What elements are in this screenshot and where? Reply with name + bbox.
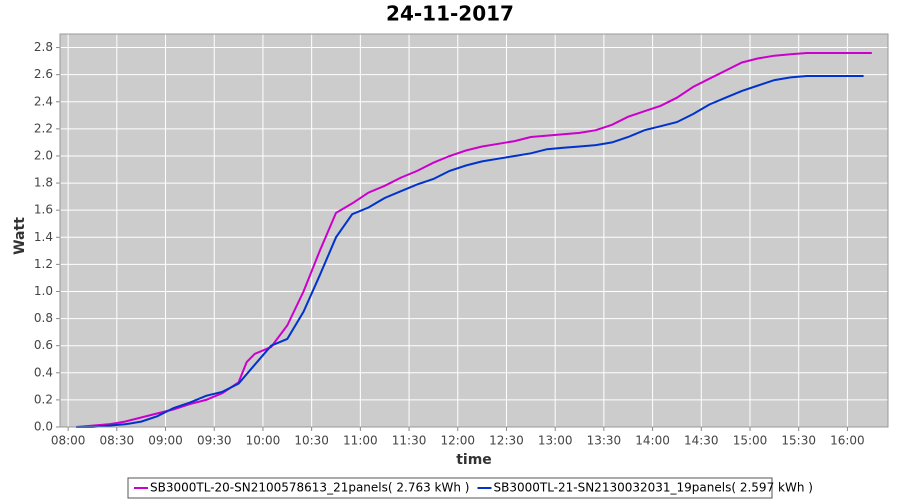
y-tick-label: 2.2 xyxy=(34,121,53,135)
series-line xyxy=(76,52,872,428)
x-axis-label: time xyxy=(456,452,492,468)
x-tick-label: 08:00 xyxy=(51,434,86,448)
x-tick-label: 13:00 xyxy=(538,434,573,448)
y-tick-label: 0.4 xyxy=(34,365,53,379)
y-tick-label: 0.0 xyxy=(34,420,53,434)
x-tick-label: 12:30 xyxy=(489,434,524,448)
x-tick-label: 09:30 xyxy=(197,434,232,448)
y-tick-label: 1.8 xyxy=(34,176,53,190)
plot-area xyxy=(59,33,889,428)
x-tick-label: 09:00 xyxy=(148,434,183,448)
x-tick-label: 10:30 xyxy=(294,434,329,448)
plot-border xyxy=(59,33,889,428)
x-tick-label: 14:00 xyxy=(635,434,670,448)
y-axis-label: Watt xyxy=(12,217,28,255)
legend xyxy=(127,477,773,499)
y-tick-label: 1.6 xyxy=(34,203,53,217)
y-tick-label: 1.0 xyxy=(34,284,53,298)
y-tick-label: 0.8 xyxy=(34,311,53,325)
y-tick-label: 2.6 xyxy=(34,67,53,81)
x-tick-label: 13:30 xyxy=(587,434,622,448)
y-tick-label: 2.8 xyxy=(34,40,53,54)
x-tick-label: 16:00 xyxy=(830,434,865,448)
legend-label: SB3000TL-21-SN2130032031_19panels( 2.597… xyxy=(493,481,812,495)
x-tick-label: 12:00 xyxy=(440,434,475,448)
x-tick-label: 15:00 xyxy=(733,434,768,448)
y-tick-label: 2.0 xyxy=(34,148,53,162)
y-tick-label: 1.4 xyxy=(34,230,53,244)
x-tick-label: 14:30 xyxy=(684,434,719,448)
y-tick-label: 0.2 xyxy=(34,392,53,406)
y-tick-label: 1.2 xyxy=(34,257,53,271)
y-tick-label: 2.4 xyxy=(34,94,53,108)
series-line xyxy=(76,75,864,428)
legend-label: SB3000TL-20-SN2100578613_21panels( 2.763… xyxy=(150,481,469,495)
x-tick-label: 10:00 xyxy=(246,434,281,448)
x-tick-label: 11:30 xyxy=(392,434,427,448)
y-tick-label: 0.6 xyxy=(34,338,53,352)
x-tick-label: 11:00 xyxy=(343,434,378,448)
chart-title: 24-11-2017 xyxy=(386,2,514,26)
x-tick-label: 15:30 xyxy=(781,434,816,448)
x-tick-label: 08:30 xyxy=(100,434,135,448)
